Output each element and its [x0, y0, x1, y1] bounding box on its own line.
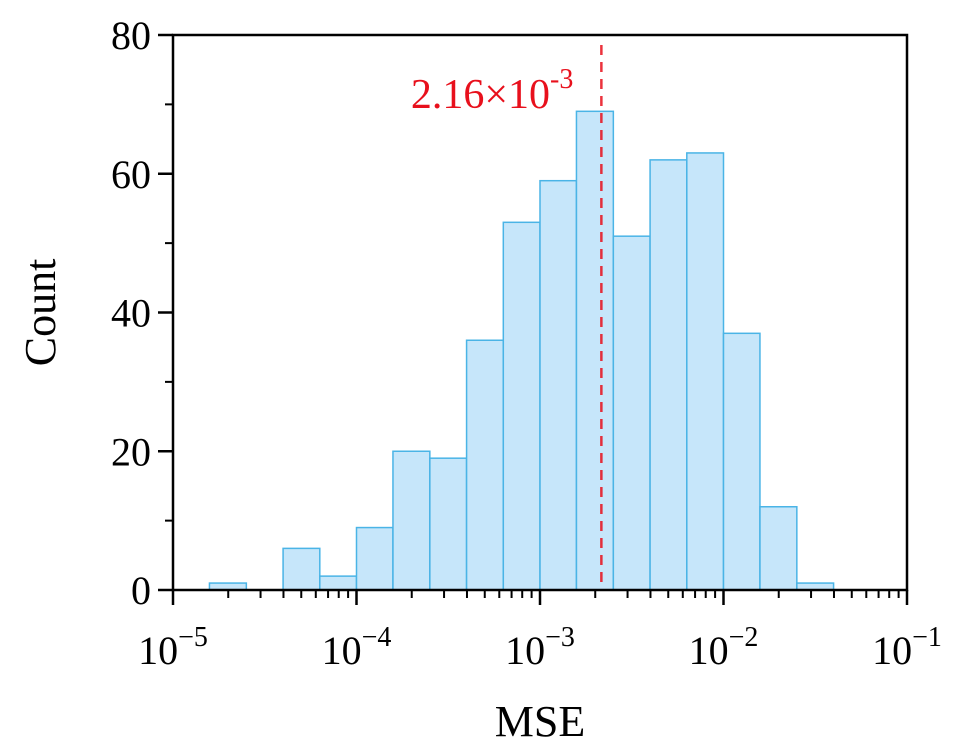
histogram-bar-6	[429, 457, 468, 591]
y-tick-label: 40	[111, 291, 151, 336]
histogram-bar-3	[319, 575, 358, 591]
y-tick-label: 20	[111, 429, 151, 474]
histogram-bar-8	[502, 221, 541, 591]
y-axis-title: Count	[16, 259, 65, 367]
y-axis-ticks: 0 20 40 60 80	[111, 13, 173, 613]
y-tick-label: 80	[111, 13, 151, 58]
x-tick-label: 10−2	[689, 622, 759, 673]
y-tick-label: 0	[131, 568, 151, 613]
histogram-bar-12	[649, 159, 688, 591]
histogram-bar-13	[686, 152, 725, 591]
x-axis-ticks: 10−5 10−4 10−3 10−2 10−1	[138, 590, 942, 673]
histogram-bar-5	[392, 450, 431, 591]
x-tick-label: 10−1	[872, 622, 942, 673]
x-tick-label: 10−4	[322, 622, 392, 673]
histogram-bar-7	[465, 339, 505, 591]
x-axis-title: MSE	[495, 697, 585, 746]
x-tick-label: 10−3	[505, 622, 575, 673]
histogram-bar-9	[539, 179, 578, 591]
median-annotation-mantissa: 2.16×10	[411, 72, 550, 118]
x-tick-label: 10−5	[138, 622, 208, 673]
histogram-bars	[208, 110, 835, 591]
y-tick-label: 60	[111, 152, 151, 197]
median-annotation-exponent: -3	[550, 64, 573, 95]
median-annotation-label: 2.16×10-3	[411, 64, 574, 118]
histogram-bar-10	[575, 110, 615, 591]
histogram-bar-15	[759, 506, 798, 591]
histogram-bar-4	[355, 526, 394, 591]
histogram-bar-2	[282, 547, 321, 591]
histogram-bar-11	[612, 235, 651, 591]
histogram-bar-14	[722, 332, 761, 591]
